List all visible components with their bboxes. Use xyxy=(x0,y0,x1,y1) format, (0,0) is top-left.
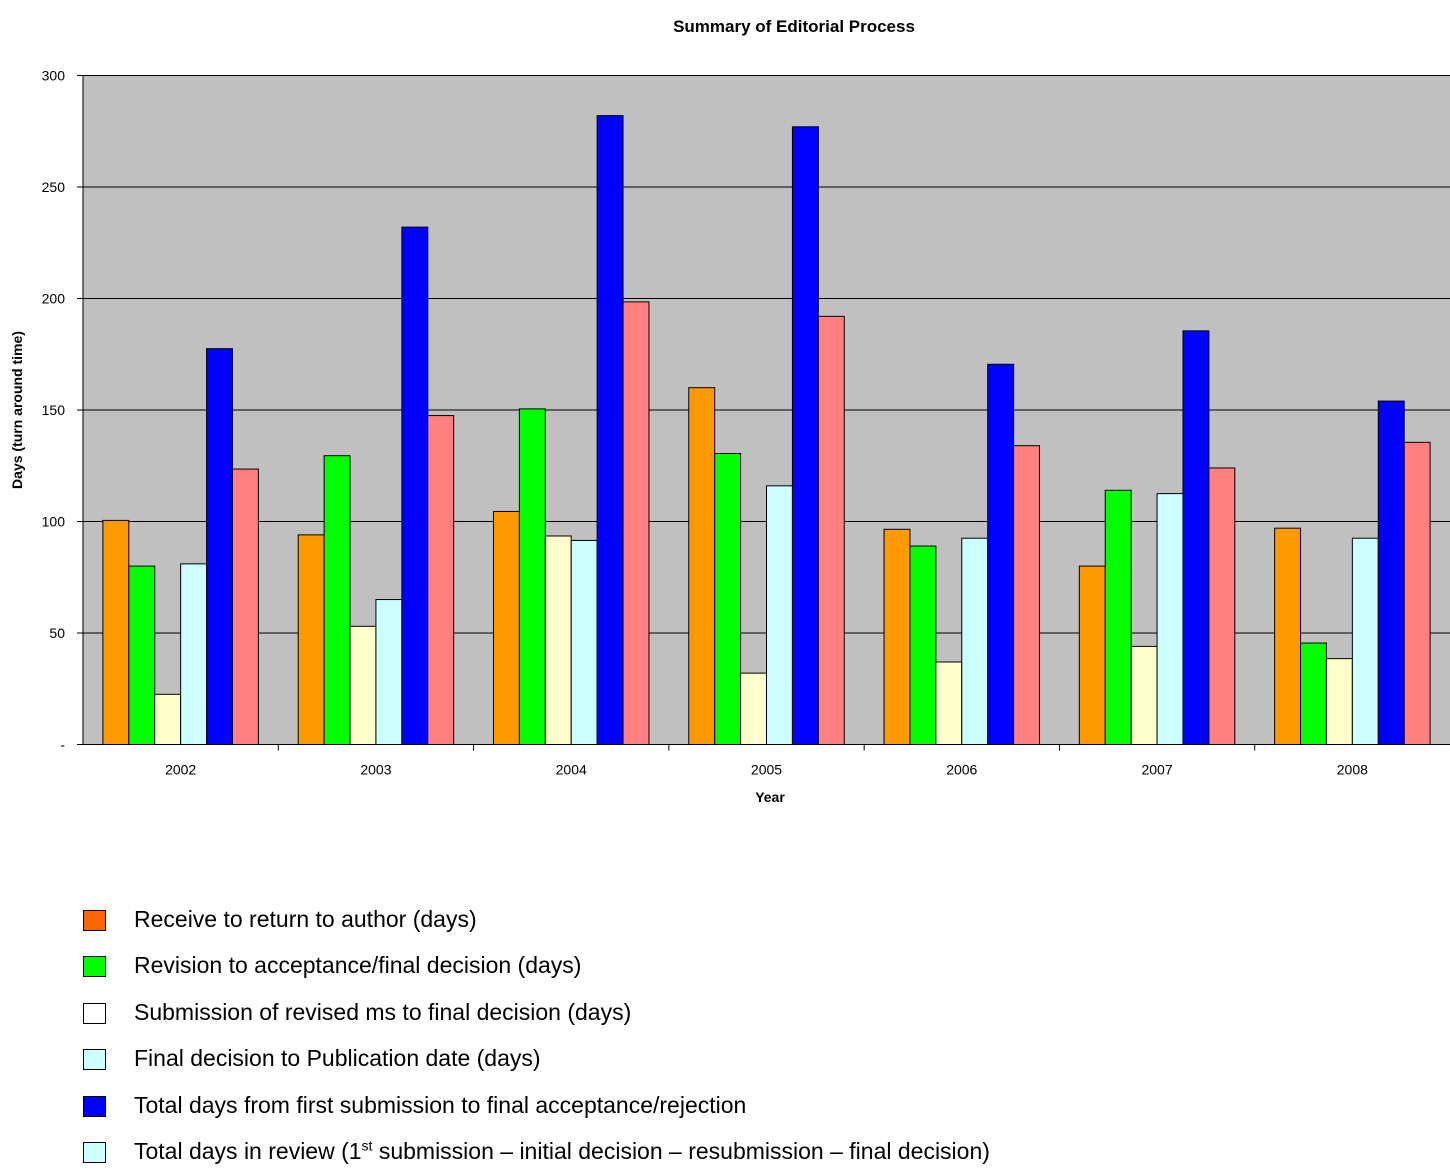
bar xyxy=(1104,489,1132,745)
bar xyxy=(1300,642,1327,745)
legend-label: Total days in review (1st submission – i… xyxy=(134,1137,990,1165)
y-tick-label: 100 xyxy=(42,514,66,530)
legend-swatch xyxy=(83,1141,106,1163)
x-tick-label: 2007 xyxy=(1141,762,1172,778)
x-tick-label: 2002 xyxy=(165,762,196,778)
y-tick-label: 150 xyxy=(42,402,66,418)
y-tick-label: 50 xyxy=(49,625,65,641)
x-tick-label: 2006 xyxy=(946,762,977,778)
x-tick-label: 2005 xyxy=(751,762,782,778)
axes xyxy=(77,75,1450,751)
bar xyxy=(180,563,208,745)
x-tick-label: 2003 xyxy=(360,762,391,778)
bar xyxy=(1156,493,1184,745)
bar xyxy=(427,415,455,745)
chart-title: Summary of Editorial Process xyxy=(673,17,915,36)
bar xyxy=(518,408,546,745)
bar xyxy=(401,226,429,745)
y-tick-label: 300 xyxy=(42,68,66,84)
legend-label-part: submission – initial decision – resubmis… xyxy=(372,1137,990,1164)
bar xyxy=(323,455,351,745)
legend-label: Revision to acceptance/final decision (d… xyxy=(134,952,582,979)
bar xyxy=(1403,441,1431,745)
bar xyxy=(102,519,130,746)
bar xyxy=(349,625,377,745)
bar xyxy=(206,348,233,745)
legend-label: Receive to return to author (days) xyxy=(134,906,477,932)
legend-swatch xyxy=(83,1095,106,1117)
bar xyxy=(1377,400,1405,745)
legend-swatch xyxy=(83,956,106,978)
legend-swatch xyxy=(83,1002,106,1024)
x-tick-label: 2008 xyxy=(1337,762,1368,778)
x-tick-label: 2004 xyxy=(556,762,587,778)
legend-swatch xyxy=(83,1049,106,1071)
bar xyxy=(1182,330,1210,745)
bar xyxy=(817,315,845,745)
bar xyxy=(544,535,572,745)
legend-label: Final decision to Publication date (days… xyxy=(134,1045,541,1072)
bar xyxy=(622,301,650,745)
bar xyxy=(231,468,259,745)
y-tick-label: 200 xyxy=(42,291,66,307)
bar xyxy=(987,363,1015,745)
bar xyxy=(909,545,937,746)
legend-label: Total days from first submission to fina… xyxy=(134,1091,747,1118)
bar xyxy=(935,661,963,745)
bar xyxy=(1351,537,1379,745)
bar xyxy=(128,565,156,745)
y-tick-labels: - 50 100 150 200 250 300 xyxy=(42,68,66,753)
bar xyxy=(1274,527,1302,745)
x-tick-labels: 2002 2003 2004 2005 2006 2007 2008 xyxy=(165,762,1368,778)
bar xyxy=(492,510,520,745)
bar xyxy=(1325,658,1353,746)
bar xyxy=(688,387,716,745)
bar xyxy=(1208,467,1236,745)
bar xyxy=(297,534,325,745)
bar xyxy=(154,693,182,746)
y-tick-label: 250 xyxy=(42,179,66,195)
legend-label-part: Total days in review (1 xyxy=(134,1137,362,1164)
bar xyxy=(375,599,403,745)
legend-label-superscript: st xyxy=(361,1137,373,1154)
bar xyxy=(1078,565,1106,745)
bar xyxy=(596,115,624,745)
bar xyxy=(766,485,793,745)
y-axis-title: Days (turn around time) xyxy=(9,331,25,489)
bar xyxy=(1013,445,1041,745)
bar xyxy=(961,537,989,745)
x-axis-title: Year xyxy=(755,789,785,805)
bar xyxy=(883,528,911,745)
bar xyxy=(714,452,742,745)
bar xyxy=(570,539,598,746)
bar xyxy=(791,126,819,746)
legend-swatch xyxy=(83,910,106,931)
y-tick-label: - xyxy=(60,737,65,753)
legend-label: Submission of revised ms to final decisi… xyxy=(134,998,632,1025)
bar xyxy=(1130,645,1158,746)
bar xyxy=(740,672,767,746)
